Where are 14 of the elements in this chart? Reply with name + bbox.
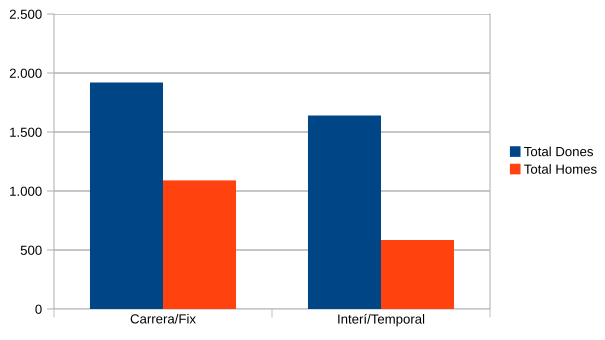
- y-tick-label: 500: [20, 246, 42, 255]
- x-tick-label: Interí/Temporal: [338, 314, 424, 326]
- bar: [90, 82, 163, 309]
- legend-label: Total Homes: [524, 164, 597, 174]
- y-tick-label: 1.000: [10, 186, 42, 196]
- legend-label: Total Dones: [524, 146, 593, 156]
- y-tick-label: 2.000: [10, 68, 42, 78]
- bar: [381, 240, 454, 309]
- y-tick-label: 0: [35, 304, 42, 314]
- bar: [163, 180, 236, 309]
- y-tick-label: 2.500: [10, 10, 42, 19]
- x-tick-label: Carrera/Fix: [130, 314, 196, 324]
- y-tick-label: 1.500: [10, 128, 42, 137]
- bar: [308, 115, 381, 309]
